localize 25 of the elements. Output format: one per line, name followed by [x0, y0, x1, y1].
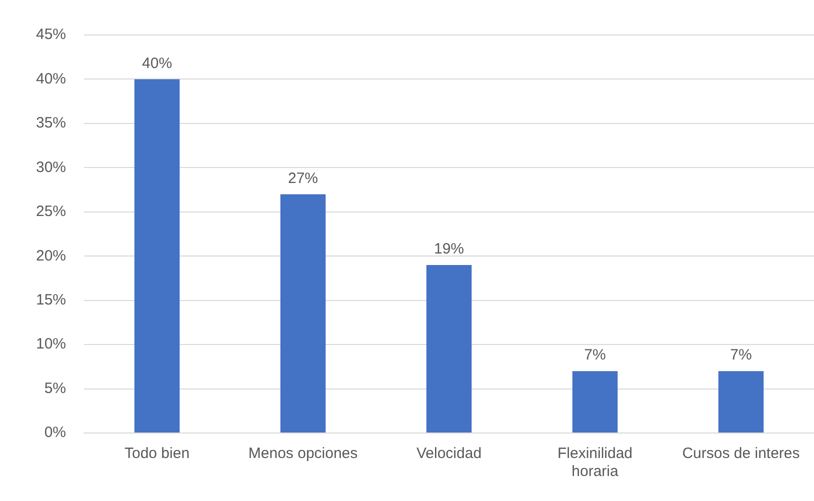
bar: [718, 371, 764, 432]
y-tick-label: 0%: [44, 424, 66, 442]
y-tick-label: 35%: [36, 114, 66, 132]
y-tick-label: 25%: [36, 203, 66, 220]
data-label: 27%: [288, 170, 318, 187]
y-tick-label: 20%: [36, 247, 66, 264]
bar: [426, 264, 472, 432]
bar: [280, 194, 326, 432]
bar: [134, 79, 180, 432]
y-tick-label: 10%: [36, 336, 66, 353]
y-tick-label: 15%: [36, 291, 66, 308]
y-tick-label: 30%: [36, 158, 66, 176]
x-tick-label: Flexinilidad horaria: [557, 445, 633, 480]
data-label: 7%: [730, 346, 752, 364]
y-tick-label: 45%: [36, 26, 66, 44]
x-tick-label: Velocidad: [416, 445, 482, 462]
data-label: 40%: [142, 54, 172, 72]
data-label: 7%: [584, 346, 606, 364]
y-tick-label: 40%: [36, 70, 66, 88]
y-tick-label: 5%: [44, 380, 66, 397]
x-tick-label: Cursos de interes: [682, 445, 800, 462]
bar: [572, 371, 618, 432]
data-label: 19%: [434, 240, 464, 258]
x-tick-label: Todo bien: [124, 445, 190, 462]
x-tick-label: Menos opciones: [248, 445, 358, 462]
